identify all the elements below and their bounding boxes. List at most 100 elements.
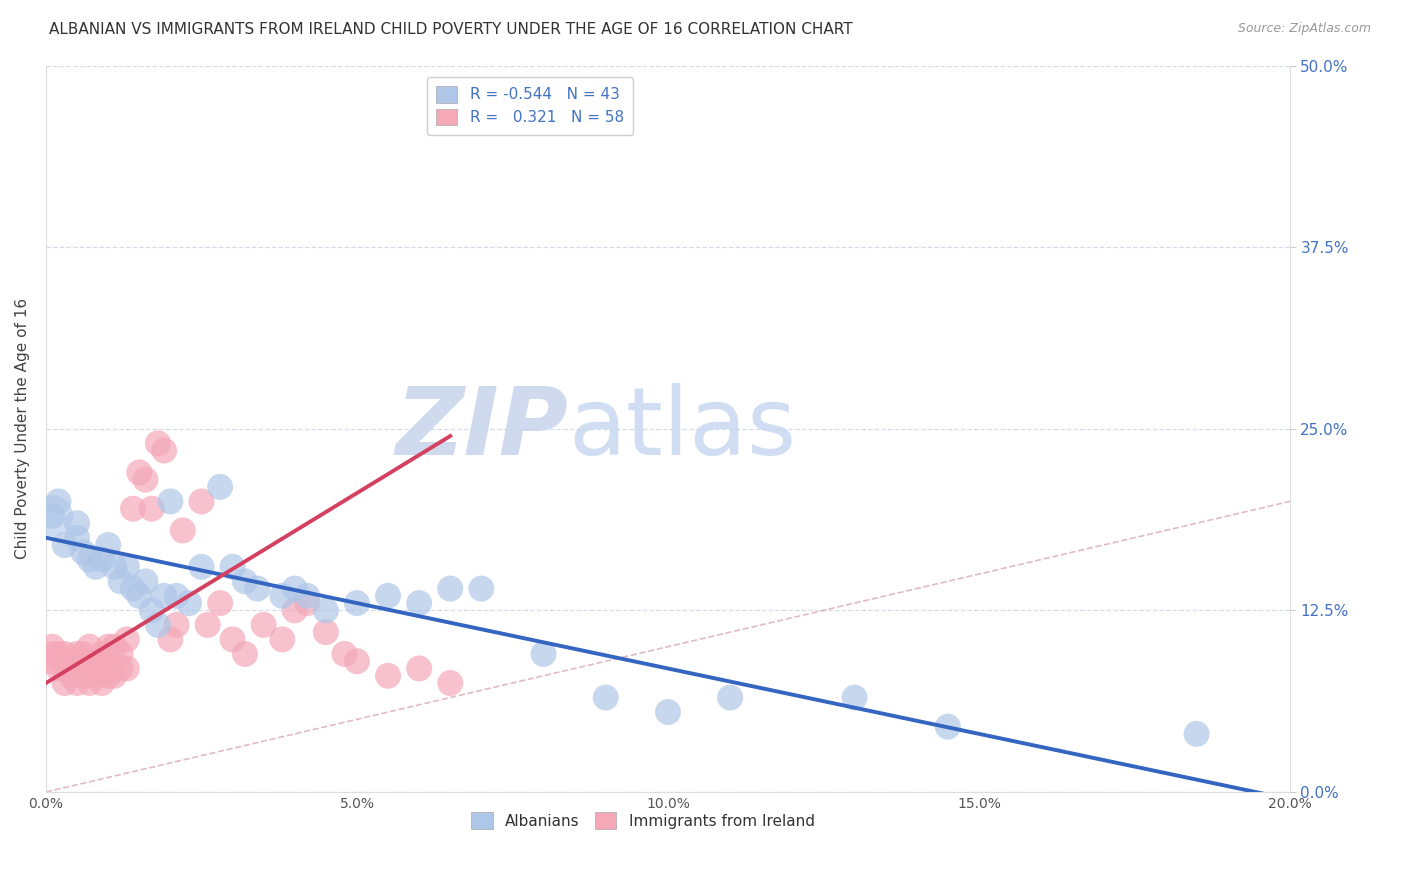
Point (439, 582, 461, 596)
Point (221, 632, 243, 647)
Point (103, 669, 125, 683)
Point (209, 596, 232, 610)
Point (84, 559, 107, 574)
Point (66, 531, 89, 545)
Point (41, 647, 63, 661)
Point (377, 669, 399, 683)
Point (470, 582, 492, 596)
Point (190, 494, 212, 508)
Point (66, 647, 89, 661)
Point (233, 647, 256, 661)
Point (209, 480, 232, 494)
Text: atlas: atlas (568, 383, 797, 475)
Point (315, 603, 337, 617)
Point (221, 559, 243, 574)
Point (66, 676, 89, 690)
Legend: Albanians, Immigrants from Ireland: Albanians, Immigrants from Ireland (465, 806, 821, 835)
Point (128, 589, 150, 603)
Point (115, 661, 138, 675)
Point (53, 647, 76, 661)
Point (408, 661, 430, 675)
Point (333, 647, 356, 661)
Point (110, 647, 132, 661)
Point (253, 618, 276, 632)
Point (153, 589, 176, 603)
Point (72, 661, 94, 675)
Point (134, 473, 156, 487)
Point (172, 524, 194, 538)
Point (271, 589, 294, 603)
Point (159, 632, 181, 647)
Point (66, 661, 89, 675)
Point (533, 647, 555, 661)
Point (284, 582, 307, 596)
Point (84, 669, 107, 683)
Point (128, 466, 150, 480)
Point (177, 596, 200, 610)
Point (59, 669, 82, 683)
Point (315, 625, 337, 640)
Point (103, 640, 125, 654)
Point (197, 618, 219, 632)
Point (72, 669, 94, 683)
Point (79, 552, 101, 566)
Point (41, 508, 63, 523)
Point (166, 589, 188, 603)
Point (233, 574, 256, 589)
Point (97, 640, 120, 654)
Point (141, 501, 163, 516)
Point (134, 574, 156, 589)
Point (936, 720, 959, 734)
Point (1185, 727, 1208, 741)
Point (346, 596, 368, 610)
Point (246, 582, 269, 596)
Point (91, 661, 114, 675)
Point (41, 640, 63, 654)
Point (97, 669, 120, 683)
Point (48, 661, 70, 675)
Point (91, 676, 114, 690)
Point (59, 654, 82, 668)
Point (159, 494, 181, 508)
Point (53, 538, 76, 552)
Point (271, 632, 294, 647)
Point (115, 632, 138, 647)
Point (41, 508, 63, 523)
Point (110, 574, 132, 589)
Point (97, 538, 120, 552)
Point (79, 640, 101, 654)
Point (103, 559, 125, 574)
Point (48, 494, 70, 508)
Point (295, 589, 318, 603)
Point (190, 559, 212, 574)
Point (110, 661, 132, 675)
Point (166, 618, 188, 632)
Point (53, 676, 76, 690)
Point (295, 596, 318, 610)
Point (657, 705, 679, 719)
Point (377, 589, 399, 603)
Point (84, 654, 107, 668)
Point (115, 559, 138, 574)
Point (146, 618, 169, 632)
Point (844, 690, 866, 705)
Point (439, 676, 461, 690)
Text: Source: ZipAtlas.com: Source: ZipAtlas.com (1237, 22, 1371, 36)
Point (346, 654, 368, 668)
Point (41, 654, 63, 668)
Point (97, 654, 120, 668)
Point (79, 661, 101, 675)
Point (141, 603, 163, 617)
Point (66, 516, 89, 531)
Point (91, 552, 114, 566)
Point (66, 654, 89, 668)
Text: ZIP: ZIP (395, 383, 568, 475)
Point (48, 647, 70, 661)
Point (72, 545, 94, 559)
Point (718, 690, 741, 705)
Point (53, 661, 76, 675)
Point (79, 676, 101, 690)
Point (91, 647, 114, 661)
Point (122, 582, 145, 596)
Point (595, 690, 617, 705)
